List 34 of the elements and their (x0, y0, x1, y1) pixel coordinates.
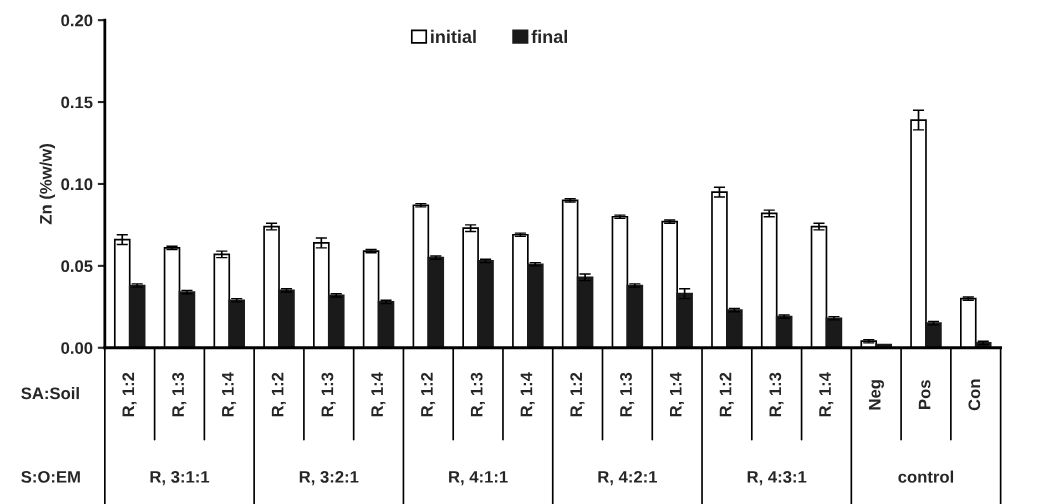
x-tick-label: Con (968, 379, 981, 411)
text: R, 4:1:1 (449, 471, 508, 486)
y-axis-title: Zn (%w/w) (39, 144, 56, 225)
x-tick-label: R, 1:2 (719, 372, 734, 417)
legend-label: final (531, 29, 567, 44)
x-tick-label: R, 1:3 (470, 372, 485, 417)
x-tick-label: R, 1:4 (669, 372, 685, 417)
x-tick-label: R, 1:3 (620, 372, 635, 417)
y-tick-label: 0.20 (61, 14, 93, 27)
x-tick-label: R, 1:4 (819, 372, 834, 417)
x-tick-label: R, 1:3 (321, 372, 336, 417)
text: R, 3:1:1 (150, 470, 210, 486)
y-tick-label: 0.10 (61, 178, 93, 191)
x-tick-label: R, 1:3 (172, 372, 187, 417)
x-tick-label: R, 1:4 (371, 372, 386, 417)
text: S:O:EM (21, 470, 80, 483)
x-tick-label: R, 1:4 (520, 372, 535, 417)
x-tick-label: Neg (868, 380, 884, 410)
x-tick-label: R, 1:4 (222, 372, 237, 417)
text: R, 3:2:1 (299, 470, 359, 486)
y-tick-label: 0.05 (61, 260, 93, 273)
text: R, 4:3:1 (747, 470, 807, 486)
text: R, 4:2:1 (598, 470, 658, 486)
x-tick-label: Pos (918, 380, 931, 409)
x-tick-label: R, 1:2 (122, 372, 137, 417)
x-tick-label: R, 1:3 (769, 372, 784, 417)
x-tick-label: R, 1:2 (420, 372, 436, 417)
legend-label: initial (431, 29, 476, 44)
text: control (898, 470, 954, 483)
y-tick-label: 0.00 (61, 342, 93, 354)
text: SA:Soil (21, 386, 79, 400)
x-tick-label: R, 1:2 (570, 372, 585, 417)
y-tick-label: 0.15 (61, 96, 93, 109)
x-tick-label: R, 1:2 (271, 372, 286, 417)
